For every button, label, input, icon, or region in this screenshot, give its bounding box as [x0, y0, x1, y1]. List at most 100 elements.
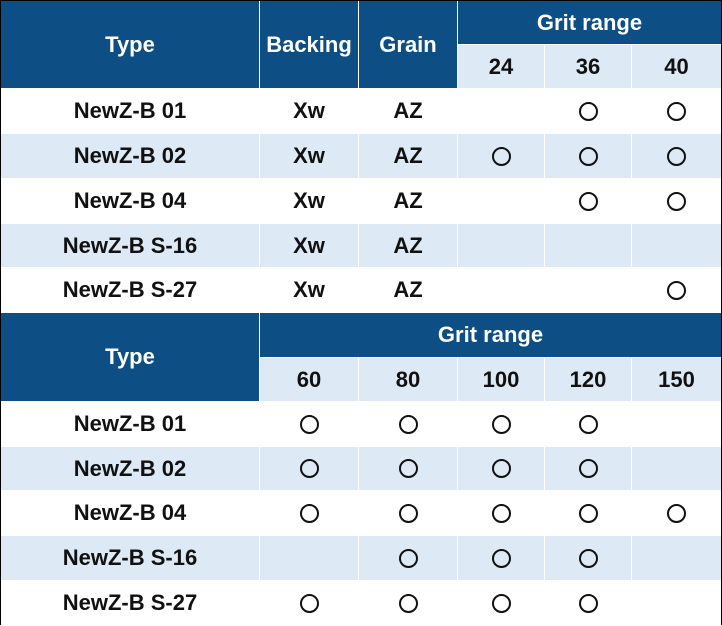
- grit-cell: [458, 581, 545, 626]
- grit-cell: [359, 447, 458, 491]
- grit-header: 100: [458, 358, 545, 402]
- grit-table-bottom: Type Grit range 60 80 100 120 150 NewZ-B…: [1, 313, 721, 626]
- type-cell: NewZ-B S-27: [1, 581, 260, 626]
- type-cell: NewZ-B S-27: [1, 268, 260, 313]
- grit-header: 24: [458, 45, 545, 89]
- circle-mark-icon: [667, 191, 686, 211]
- grit-cell: [458, 179, 545, 224]
- circle-mark-icon: [578, 101, 598, 121]
- grit-header: 36: [545, 45, 632, 89]
- grit-cell: [260, 536, 359, 581]
- circle-mark-icon: [398, 503, 418, 523]
- grit-cell: [545, 447, 632, 491]
- grit-cell: [458, 89, 545, 134]
- grain-cell: AZ: [359, 179, 458, 224]
- circle-mark-icon: [398, 593, 418, 613]
- grit-cell: [458, 134, 545, 179]
- grit-cell: [545, 402, 632, 447]
- grit-cell: [458, 447, 545, 491]
- circle-mark-icon: [491, 548, 511, 568]
- grit-header: 60: [260, 358, 359, 402]
- backing-cell: Xw: [260, 89, 359, 134]
- grit-cell: [260, 402, 359, 447]
- grit-cell: [632, 268, 721, 313]
- circle-mark-icon: [398, 548, 418, 568]
- backing-cell: Xw: [260, 179, 359, 224]
- backing-cell: Xw: [260, 268, 359, 313]
- grit-cell: [260, 491, 359, 536]
- circle-mark-icon: [491, 414, 511, 434]
- grit-cell: [359, 491, 458, 536]
- type-cell: NewZ-B S-16: [1, 224, 260, 268]
- circle-mark-icon: [667, 146, 686, 166]
- grit-cell: [632, 402, 721, 447]
- circle-mark-icon: [491, 146, 511, 166]
- circle-mark-icon: [491, 593, 511, 613]
- grit-header: 150: [632, 358, 721, 402]
- circle-mark-icon: [491, 459, 511, 478]
- grit-cell: [632, 447, 721, 491]
- circle-mark-icon: [578, 593, 598, 613]
- grit-cell: [632, 224, 721, 268]
- grit-cell: [260, 447, 359, 491]
- circle-mark-icon: [578, 548, 598, 568]
- header-type: Type: [1, 313, 260, 402]
- grit-cell: [458, 268, 545, 313]
- grit-cell: [632, 89, 721, 134]
- grit-cell: [458, 224, 545, 268]
- circle-mark-icon: [667, 101, 686, 121]
- grain-cell: AZ: [359, 134, 458, 179]
- type-cell: NewZ-B 02: [1, 134, 260, 179]
- grit-cell: [632, 536, 721, 581]
- grit-cell: [359, 581, 458, 626]
- header-grain: Grain: [359, 1, 458, 89]
- circle-mark-icon: [299, 459, 319, 478]
- header-grit-range: Grit range: [260, 313, 721, 358]
- grit-cell: [545, 179, 632, 224]
- grit-cell: [458, 402, 545, 447]
- circle-mark-icon: [667, 280, 686, 300]
- grit-cell: [632, 491, 721, 536]
- header-grit-range: Grit range: [458, 1, 721, 45]
- circle-mark-icon: [299, 414, 319, 434]
- backing-cell: Xw: [260, 134, 359, 179]
- circle-mark-icon: [578, 503, 598, 523]
- type-cell: NewZ-B 01: [1, 89, 260, 134]
- type-cell: NewZ-B 04: [1, 491, 260, 536]
- circle-mark-icon: [578, 191, 598, 211]
- grit-cell: [632, 179, 721, 224]
- grit-cell: [545, 581, 632, 626]
- type-cell: NewZ-B 04: [1, 179, 260, 224]
- grit-cell: [545, 134, 632, 179]
- header-backing: Backing: [260, 1, 359, 89]
- circle-mark-icon: [491, 503, 511, 523]
- circle-mark-icon: [398, 459, 418, 478]
- grit-cell: [545, 491, 632, 536]
- grain-cell: AZ: [359, 224, 458, 268]
- grit-cell: [458, 536, 545, 581]
- grit-header: 80: [359, 358, 458, 402]
- grit-cell: [359, 402, 458, 447]
- circle-mark-icon: [398, 414, 418, 434]
- backing-cell: Xw: [260, 224, 359, 268]
- grit-cell: [632, 581, 721, 626]
- grit-header: 40: [632, 45, 721, 89]
- grit-cell: [359, 536, 458, 581]
- grit-header: 120: [545, 358, 632, 402]
- type-cell: NewZ-B S-16: [1, 536, 260, 581]
- grit-cell: [458, 491, 545, 536]
- circle-mark-icon: [578, 459, 598, 478]
- grit-cell: [260, 581, 359, 626]
- grit-cell: [545, 536, 632, 581]
- grain-cell: AZ: [359, 89, 458, 134]
- circle-mark-icon: [299, 593, 319, 613]
- circle-mark-icon: [578, 414, 598, 434]
- circle-mark-icon: [667, 503, 686, 523]
- grit-cell: [632, 134, 721, 179]
- grain-cell: AZ: [359, 268, 458, 313]
- type-cell: NewZ-B 02: [1, 447, 260, 491]
- grit-table-top: Type Backing Grain Grit range 24 36 40 N…: [1, 1, 721, 313]
- type-cell: NewZ-B 01: [1, 402, 260, 447]
- grit-cell: [545, 89, 632, 134]
- header-type: Type: [1, 1, 260, 89]
